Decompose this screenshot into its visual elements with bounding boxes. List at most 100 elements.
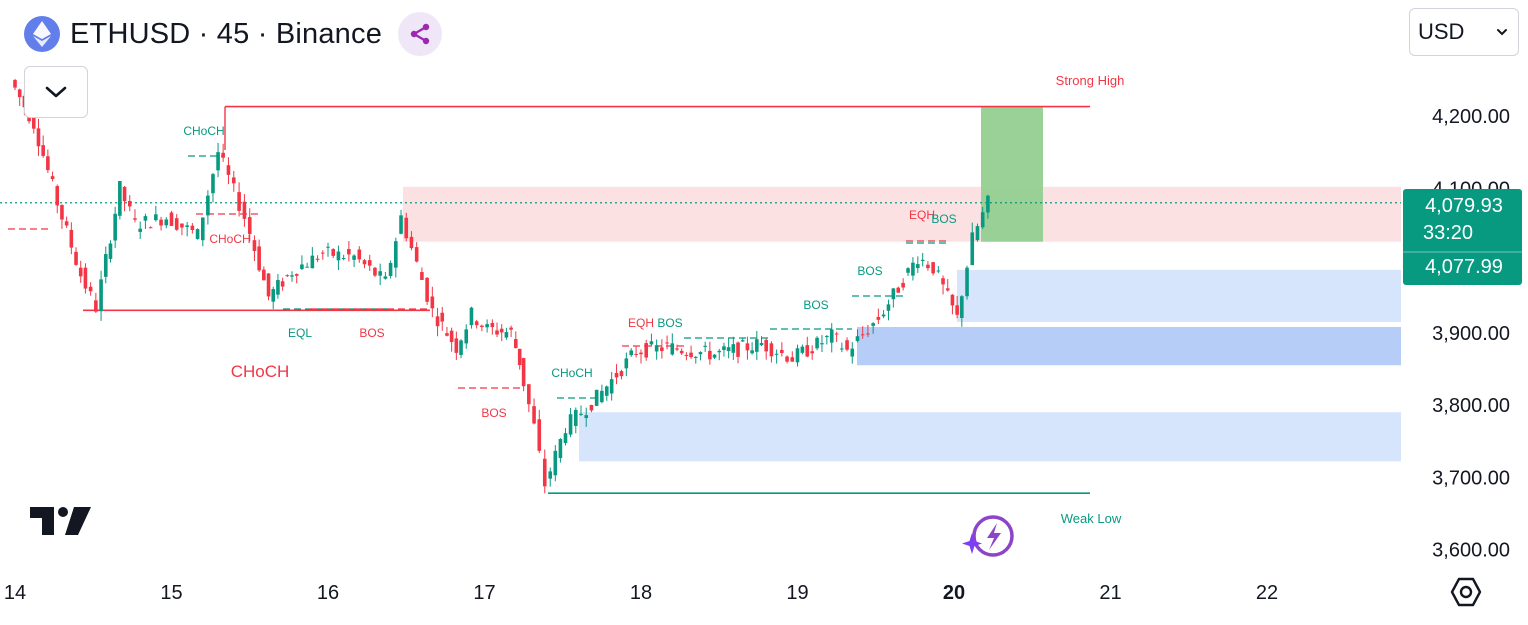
candle-body bbox=[41, 145, 45, 156]
target-zone bbox=[981, 106, 1043, 242]
current-price-text: 4,079.93 bbox=[1425, 195, 1503, 217]
annotation-label: BOS bbox=[803, 298, 828, 312]
candle-body bbox=[352, 255, 356, 260]
candle-body bbox=[736, 342, 740, 357]
candle-body bbox=[60, 205, 64, 220]
candle-body bbox=[409, 236, 414, 249]
currency-select[interactable]: USD bbox=[1409, 8, 1519, 56]
settings-hexagon-icon[interactable] bbox=[1450, 576, 1482, 613]
share-button[interactable] bbox=[398, 12, 443, 56]
candle-body bbox=[159, 219, 163, 226]
candle-body bbox=[800, 346, 805, 353]
candle-body bbox=[740, 340, 745, 342]
candle-body bbox=[362, 260, 367, 265]
candle-body bbox=[965, 267, 969, 297]
time-tick-label: 21 bbox=[1099, 582, 1121, 604]
candle-body bbox=[717, 350, 722, 353]
candle-body bbox=[445, 333, 449, 336]
candle-body bbox=[64, 221, 69, 226]
annotation-label: EQH bbox=[628, 316, 654, 330]
annotation-label: BOS bbox=[931, 212, 956, 226]
share-icon bbox=[410, 23, 430, 45]
levels-layer bbox=[0, 105, 1401, 494]
candle-body bbox=[660, 347, 664, 352]
ethereum-logo-icon bbox=[24, 16, 60, 52]
candle-body bbox=[113, 213, 117, 241]
candle-body bbox=[231, 177, 236, 184]
candle-body bbox=[769, 343, 774, 357]
candle-body bbox=[485, 324, 489, 328]
candle-body bbox=[459, 340, 463, 355]
candle-body bbox=[373, 267, 377, 276]
candle-body bbox=[553, 450, 558, 476]
candle-body bbox=[764, 339, 768, 352]
candle-body bbox=[780, 349, 784, 353]
candle-body bbox=[845, 340, 849, 350]
candle-body bbox=[148, 227, 153, 229]
time-tick-label: 20 bbox=[943, 582, 965, 604]
annotation-label: BOS bbox=[481, 406, 506, 420]
candle-body bbox=[726, 347, 731, 352]
candle-body bbox=[331, 249, 336, 256]
time-tick-label: 19 bbox=[786, 582, 808, 604]
candle-body bbox=[795, 348, 800, 363]
demand-zone bbox=[957, 269, 1401, 322]
candle-body bbox=[970, 232, 975, 266]
tradingview-logo-icon[interactable] bbox=[30, 502, 92, 541]
candle-body bbox=[891, 288, 896, 300]
candle-body bbox=[834, 333, 839, 335]
candle-body bbox=[722, 346, 726, 350]
candle-body bbox=[815, 337, 819, 349]
candle-body bbox=[855, 336, 860, 342]
candle-body bbox=[347, 249, 351, 255]
price-axis[interactable]: 4,200.004,100.003,900.003,800.003,700.00… bbox=[1432, 106, 1510, 562]
candle-body bbox=[785, 356, 789, 362]
candle-body bbox=[399, 215, 403, 234]
candle-body bbox=[469, 307, 474, 326]
candle-body bbox=[774, 353, 779, 355]
candle-body bbox=[257, 246, 261, 271]
annotation-label: BOS bbox=[657, 316, 682, 330]
candle-body bbox=[665, 342, 669, 344]
candle-body bbox=[103, 254, 108, 277]
candle-body bbox=[871, 323, 875, 326]
candles-layer bbox=[13, 78, 990, 494]
lightning-icon[interactable] bbox=[960, 514, 1018, 565]
candle-body bbox=[271, 289, 276, 302]
candle-body bbox=[509, 327, 513, 330]
candle-body bbox=[480, 325, 484, 328]
candle-body bbox=[911, 262, 915, 276]
candle-body bbox=[950, 294, 955, 306]
currency-value: USD bbox=[1418, 19, 1465, 44]
collapse-legend-button[interactable] bbox=[24, 66, 88, 118]
annotation-label: EQH bbox=[909, 208, 935, 222]
candle-body bbox=[886, 304, 891, 311]
demand-zone bbox=[857, 326, 1401, 366]
time-axis[interactable]: 14 15 16 17 18 19 20 21 22 bbox=[4, 582, 1278, 604]
candle-body bbox=[226, 165, 231, 175]
candle-body bbox=[896, 287, 901, 293]
annotation-label: CHoCH bbox=[209, 232, 250, 246]
candle-body bbox=[755, 339, 759, 352]
candle-body bbox=[78, 267, 83, 277]
candle-body bbox=[50, 176, 55, 180]
candle-body bbox=[290, 275, 294, 277]
candle-body bbox=[211, 174, 215, 194]
candle-body bbox=[624, 358, 629, 369]
candle-body bbox=[474, 321, 479, 326]
candle-body bbox=[579, 413, 583, 415]
candle-body bbox=[13, 80, 17, 88]
candle-body bbox=[750, 350, 754, 354]
second-price-text: 4,077.99 bbox=[1425, 256, 1503, 278]
candle-body bbox=[639, 352, 643, 355]
candle-body bbox=[425, 277, 429, 302]
time-tick-label: 14 bbox=[4, 582, 26, 604]
time-tick-label: 18 bbox=[630, 582, 652, 604]
candle-body bbox=[315, 258, 320, 260]
candle-body bbox=[378, 271, 382, 276]
candle-body bbox=[237, 192, 241, 211]
symbol-title[interactable]: ETHUSD · 45 · Binance bbox=[70, 17, 383, 50]
candle-body bbox=[190, 225, 195, 230]
price-tick-label: 3,700.00 bbox=[1432, 467, 1510, 489]
